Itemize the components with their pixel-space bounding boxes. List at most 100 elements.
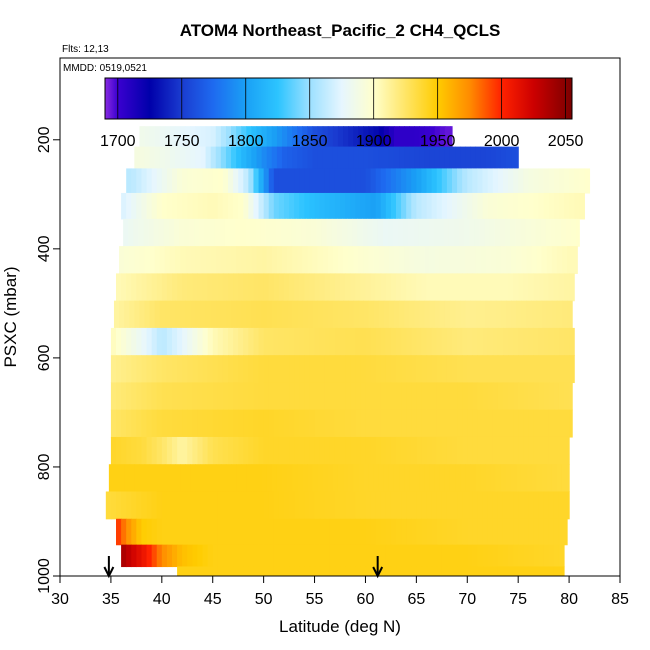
heatmap-cell <box>233 436 239 465</box>
heatmap-cell <box>431 491 438 520</box>
heatmap-cell <box>533 518 540 546</box>
x-axis-label: Latitude (deg N) <box>279 617 401 636</box>
heatmap-cell <box>465 246 471 274</box>
heatmap-cell <box>124 300 130 329</box>
heatmap-cell <box>121 382 127 411</box>
heatmap-cell <box>156 327 163 356</box>
heatmap-cell <box>212 544 219 568</box>
heatmap-cell <box>569 273 575 302</box>
heatmap-cell <box>521 246 527 274</box>
heatmap-cell <box>508 436 514 465</box>
heatmap-cell <box>431 355 438 384</box>
heatmap-cell <box>564 382 570 411</box>
heatmap-cell <box>312 300 319 329</box>
heatmap-cell <box>429 246 436 274</box>
heatmap-cell <box>146 436 153 465</box>
heatmap-cell <box>121 355 127 384</box>
heatmap-cell <box>521 300 527 329</box>
heatmap-cell <box>154 300 161 329</box>
heatmap-cell <box>553 355 560 384</box>
heatmap-cell <box>121 409 127 438</box>
heatmap-cell <box>258 192 265 220</box>
heatmap-cell <box>304 544 311 568</box>
heatmap-cell <box>383 126 390 148</box>
heatmap-cell <box>161 382 168 411</box>
heatmap-cell <box>222 355 229 384</box>
heatmap-cell <box>143 218 150 247</box>
heatmap-cell <box>365 355 372 384</box>
heatmap-cell <box>148 218 155 247</box>
heatmap-cell <box>373 126 380 148</box>
heatmap-cell <box>209 218 216 247</box>
heatmap-cell <box>287 464 293 493</box>
heatmap-cell <box>457 491 463 520</box>
heatmap-cell <box>342 218 348 247</box>
heatmap-cell <box>258 168 265 194</box>
heatmap-cell <box>500 146 507 170</box>
heatmap-cell <box>363 246 370 274</box>
heatmap-cell <box>487 436 494 465</box>
heatmap-cell <box>256 146 263 170</box>
heatmap-cell <box>426 491 433 520</box>
heatmap-cell <box>536 464 543 493</box>
heatmap-cell <box>233 273 239 302</box>
heatmap-cell <box>343 464 349 493</box>
heatmap-cell <box>528 355 535 384</box>
heatmap-cell <box>504 218 511 247</box>
heatmap-cell <box>192 168 199 194</box>
heatmap-cell <box>462 355 468 384</box>
heatmap-cell <box>197 409 204 438</box>
heatmap-cell <box>452 491 458 520</box>
heatmap-cell <box>309 168 316 194</box>
heatmap-cell <box>222 327 229 356</box>
heatmap-cell <box>553 491 560 520</box>
heatmap-cell <box>558 566 565 576</box>
heatmap-cell <box>462 436 468 465</box>
heatmap-cell <box>411 355 417 384</box>
heatmap-cell <box>368 126 375 148</box>
heatmap-cell <box>406 192 412 220</box>
heatmap-cell <box>172 192 178 220</box>
heatmap-cell <box>387 218 394 247</box>
heatmap-cell <box>329 192 336 220</box>
heatmap-cell <box>164 246 171 274</box>
heatmap-cell <box>487 518 494 546</box>
heatmap-cell <box>416 327 423 356</box>
heatmap-cell <box>278 409 285 438</box>
heatmap-cell <box>180 146 186 170</box>
heatmap-cell <box>202 518 209 546</box>
heatmap-cell <box>439 246 446 274</box>
heatmap-cell <box>523 491 529 520</box>
heatmap-cell <box>363 126 370 148</box>
heatmap-cell <box>340 355 346 384</box>
heatmap-cell <box>409 126 415 148</box>
heatmap-cell <box>202 566 209 576</box>
heatmap-cell <box>294 436 300 465</box>
heatmap-cell <box>144 300 151 329</box>
heatmap-cell <box>345 518 351 546</box>
heatmap-cell <box>350 192 356 220</box>
heatmap-cell <box>543 192 550 220</box>
heatmap-cell <box>414 300 421 329</box>
heatmap-cell <box>304 192 311 220</box>
heatmap-cell <box>348 300 354 329</box>
heatmap-cell <box>255 218 262 247</box>
heatmap-cell <box>131 436 137 465</box>
heatmap-cell <box>434 146 441 170</box>
heatmap-cell <box>518 168 524 194</box>
heatmap-cell <box>304 436 311 465</box>
heatmap-cell <box>350 273 356 302</box>
heatmap-cell <box>518 355 524 384</box>
heatmap-cell <box>470 146 477 170</box>
heatmap-cell <box>564 273 570 302</box>
heatmap-cell <box>260 218 267 247</box>
heatmap-cell <box>357 218 363 247</box>
heatmap-cell <box>273 327 280 356</box>
heatmap-cell <box>385 436 392 465</box>
heatmap-cell <box>284 518 290 546</box>
heatmap-cell <box>210 464 217 493</box>
heatmap-cell <box>380 544 387 568</box>
heatmap-cell <box>487 491 494 520</box>
heatmap-cell <box>161 544 168 568</box>
heatmap-cell <box>177 273 183 302</box>
